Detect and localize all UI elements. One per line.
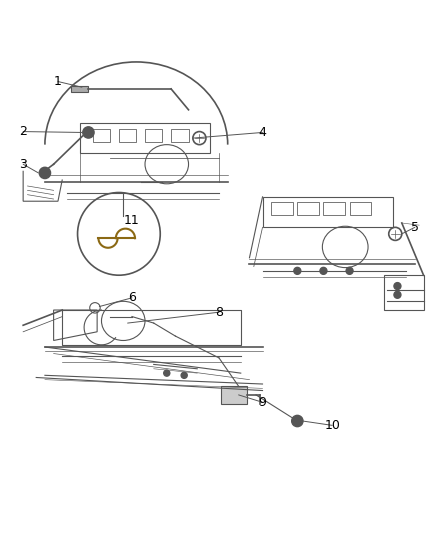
Circle shape xyxy=(320,268,327,274)
Text: 8: 8 xyxy=(215,306,223,319)
Circle shape xyxy=(181,372,187,378)
Polygon shape xyxy=(71,86,88,92)
Circle shape xyxy=(394,282,401,289)
Text: 3: 3 xyxy=(19,158,27,171)
Circle shape xyxy=(164,370,170,376)
Text: 6: 6 xyxy=(128,292,136,304)
Circle shape xyxy=(83,127,94,138)
Polygon shape xyxy=(221,386,247,403)
Text: 11: 11 xyxy=(124,214,140,227)
Text: 5: 5 xyxy=(411,221,419,234)
Circle shape xyxy=(39,167,50,179)
Text: 9: 9 xyxy=(258,396,266,409)
Text: 1: 1 xyxy=(54,75,62,88)
Text: 4: 4 xyxy=(258,126,266,139)
Circle shape xyxy=(394,292,401,298)
Circle shape xyxy=(294,268,301,274)
Text: 10: 10 xyxy=(324,419,340,432)
Circle shape xyxy=(346,268,353,274)
Text: 2: 2 xyxy=(19,125,27,138)
Circle shape xyxy=(292,415,303,426)
